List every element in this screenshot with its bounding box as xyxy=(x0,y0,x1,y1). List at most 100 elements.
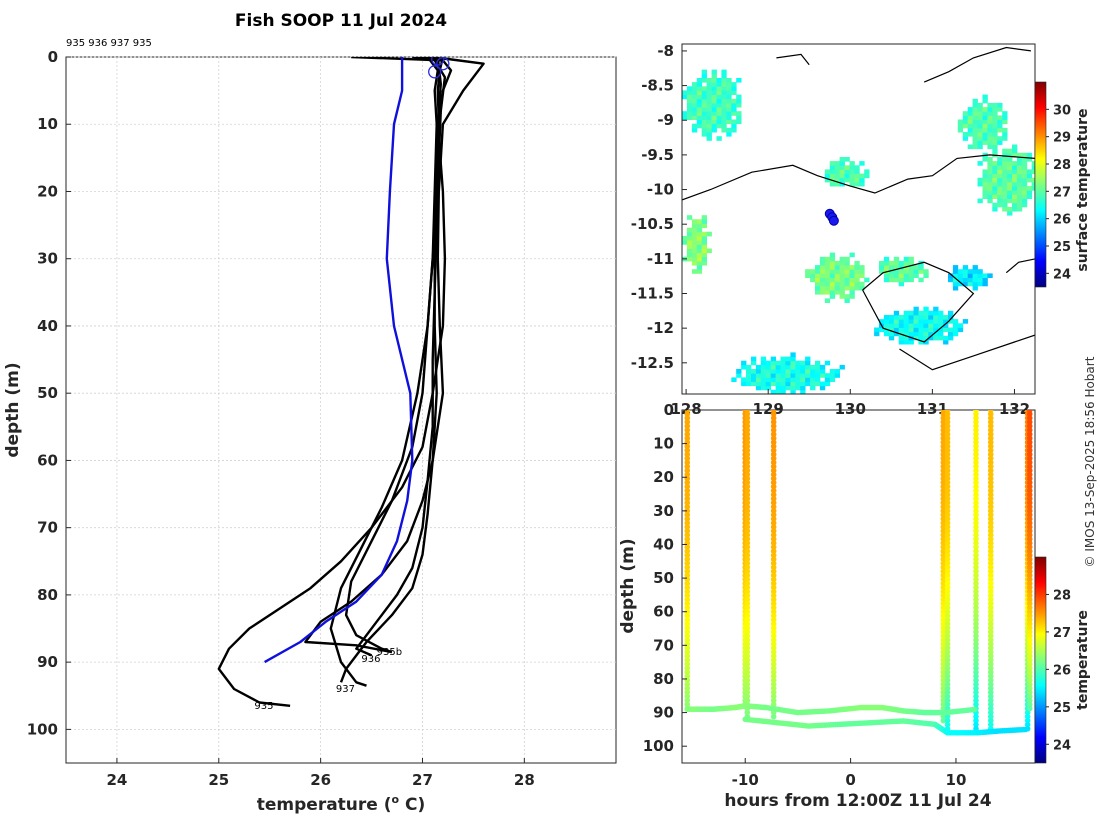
sst-pixel xyxy=(972,136,978,141)
section-point xyxy=(973,661,979,667)
sst-pixel xyxy=(928,315,934,320)
section-point xyxy=(944,681,951,688)
section-point xyxy=(944,649,951,655)
sst-pixel xyxy=(849,173,855,179)
sst-pixel xyxy=(864,277,870,283)
sst-pixel xyxy=(815,360,821,366)
section-point xyxy=(944,604,951,611)
sst-pixel xyxy=(760,360,767,366)
sst-pixel xyxy=(834,285,840,291)
section-point xyxy=(973,540,979,546)
sst-pixel xyxy=(992,127,998,133)
sst-pixel xyxy=(716,123,722,129)
section-point xyxy=(744,637,751,643)
section-point xyxy=(940,701,947,708)
section-point xyxy=(1026,572,1033,579)
section-point xyxy=(940,568,947,575)
sst-pixel xyxy=(948,310,954,316)
sst-pixel xyxy=(977,144,983,150)
section-point xyxy=(1026,673,1033,680)
sst-pixel xyxy=(967,132,973,137)
section-point xyxy=(940,697,947,704)
section-point xyxy=(770,584,777,591)
sst-pixel xyxy=(977,281,983,287)
sst-pixel xyxy=(736,98,742,104)
section-point xyxy=(684,649,691,655)
sst-pixel xyxy=(997,123,1003,129)
section-point xyxy=(684,459,691,466)
sst-pixel xyxy=(957,127,964,133)
sst-pixel xyxy=(864,169,870,174)
sst-pixel xyxy=(691,111,698,116)
section-point xyxy=(744,475,751,482)
sst-pixel xyxy=(888,265,895,270)
sst-pixel xyxy=(1012,181,1018,187)
sst-pixel xyxy=(706,248,712,254)
section-point xyxy=(973,520,979,526)
sst-pixel xyxy=(1016,198,1023,204)
section-point xyxy=(944,471,951,478)
sst-pixel xyxy=(923,273,929,278)
section-point xyxy=(944,431,951,438)
sst-pixel xyxy=(815,364,821,370)
sst-pixel xyxy=(854,181,860,187)
section-point xyxy=(987,572,994,579)
sst-pixel xyxy=(849,161,855,166)
section-point xyxy=(684,661,691,667)
section-point xyxy=(770,524,777,530)
sst-pixel xyxy=(1031,161,1035,166)
sst-pixel xyxy=(864,173,870,179)
sst-pixel xyxy=(982,136,988,141)
sst-pixel xyxy=(696,248,703,254)
sst-pixel xyxy=(716,115,722,120)
sst-pixel xyxy=(854,281,860,287)
section-point xyxy=(684,512,691,518)
sst-pixel xyxy=(839,169,845,174)
section-point xyxy=(944,516,951,522)
section-point xyxy=(684,580,691,587)
sst-pixel xyxy=(888,277,895,283)
section-point xyxy=(770,532,777,538)
sst-pixel xyxy=(691,252,698,258)
sst-pixel xyxy=(898,323,904,328)
section-point xyxy=(744,572,751,579)
section-point xyxy=(940,475,947,482)
sst-pixel xyxy=(686,107,693,112)
sst-pixel xyxy=(1012,152,1018,158)
section-point xyxy=(940,451,947,458)
sst-pixel xyxy=(982,194,988,199)
sst-pixel xyxy=(888,323,895,328)
section-point xyxy=(987,713,994,720)
section-point xyxy=(744,596,751,603)
sst-pixel xyxy=(844,157,850,162)
sst-pixel xyxy=(977,102,983,108)
section-point xyxy=(1026,491,1033,498)
sst-pixel xyxy=(972,277,978,283)
sst-pixel xyxy=(952,331,959,337)
section-point xyxy=(987,495,994,502)
sst-pixel xyxy=(1021,169,1028,174)
sst-pixel xyxy=(982,140,988,145)
sst-pixel xyxy=(1021,161,1028,166)
sst-pixel xyxy=(731,86,737,91)
sst-pixel xyxy=(716,102,722,108)
map-y-tick-label: -9 xyxy=(657,111,674,129)
sst-pixel xyxy=(805,269,811,274)
sst-pixel xyxy=(972,144,978,150)
sst-pixel xyxy=(972,123,978,129)
sst-pixel xyxy=(883,256,890,262)
sst-pixel xyxy=(819,369,826,374)
sst-pixel xyxy=(898,260,904,266)
section-point xyxy=(944,487,951,494)
section-point xyxy=(744,576,751,583)
section-point xyxy=(744,649,751,655)
section-point xyxy=(987,608,994,615)
sst-pixel xyxy=(888,315,895,320)
sst-pixel xyxy=(696,244,703,249)
sst-pixel xyxy=(691,102,698,108)
section-point xyxy=(1026,580,1033,587)
profile-y-tick-label: 0 xyxy=(48,48,58,66)
section-point xyxy=(770,693,777,700)
sst-pixel xyxy=(1021,198,1028,204)
sst-pixel xyxy=(839,364,845,370)
